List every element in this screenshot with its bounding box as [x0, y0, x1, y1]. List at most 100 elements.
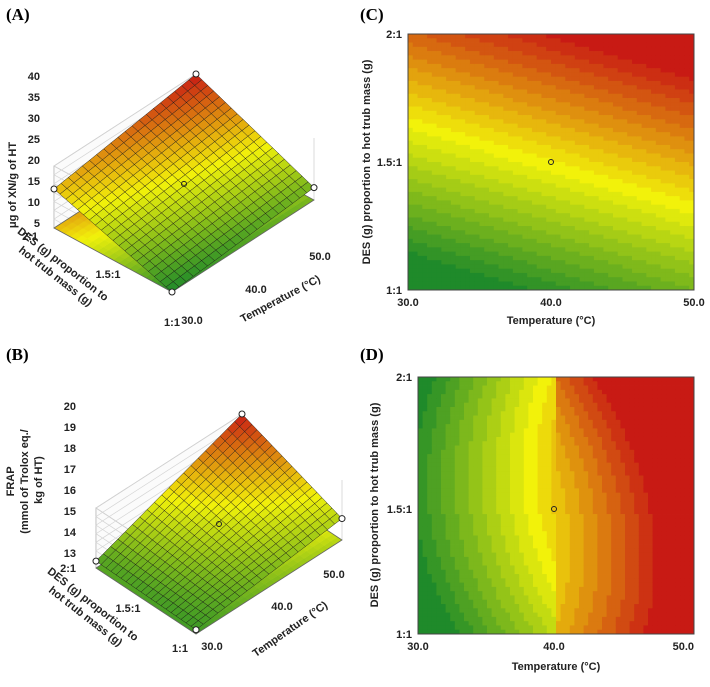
contour-cell	[561, 264, 566, 269]
contour-cell	[456, 256, 461, 261]
contour-cell	[618, 128, 623, 133]
contour-cell	[627, 111, 632, 116]
contour-cell	[603, 281, 608, 286]
contour-cell	[642, 124, 647, 129]
contour-cell	[651, 136, 656, 141]
contour-cell	[484, 136, 489, 141]
contour-cell	[546, 200, 551, 205]
contour-cell	[475, 111, 480, 116]
contour-cell	[580, 243, 585, 248]
contour-cell	[546, 230, 551, 235]
contour-cell	[503, 149, 508, 154]
contour-cell	[432, 72, 437, 77]
contour-cell	[646, 60, 651, 65]
contour-cell	[460, 205, 465, 210]
contour-cell	[656, 47, 661, 52]
contour-cell	[446, 38, 451, 43]
contour-cell	[513, 158, 518, 163]
contour-cell	[422, 60, 427, 65]
contour-cell	[494, 179, 499, 184]
contour-cell	[561, 51, 566, 56]
contour-cell	[632, 149, 637, 154]
contour-cell	[494, 111, 499, 116]
contour-cell	[460, 209, 465, 214]
contour-cell	[594, 124, 599, 129]
contour-cell	[541, 226, 546, 231]
contour-cell	[441, 94, 446, 99]
contour-cell	[451, 115, 456, 120]
contour-cell	[513, 247, 518, 252]
contour-cell	[456, 136, 461, 141]
contour-cell	[632, 162, 637, 167]
contour-cell	[456, 175, 461, 180]
contour-cell	[646, 200, 651, 205]
contour-cell	[618, 175, 623, 180]
contour-cell	[594, 128, 599, 133]
contour-cell	[623, 273, 628, 278]
contour-cell	[623, 136, 628, 141]
contour-cell	[608, 209, 613, 214]
contour-cell	[503, 141, 508, 146]
contour-cell	[508, 149, 513, 154]
contour-cell	[460, 72, 465, 77]
contour-cell	[422, 200, 427, 205]
contour-cell	[441, 213, 446, 218]
contour-cell	[589, 60, 594, 65]
contour-cell	[599, 200, 604, 205]
contour-cell	[465, 119, 470, 124]
contour-cell	[513, 273, 518, 278]
contour-cell	[580, 256, 585, 261]
contour-cell	[599, 196, 604, 201]
contour-cell	[408, 213, 413, 218]
contour-cell	[541, 51, 546, 56]
contour-cell	[494, 260, 499, 265]
contour-cell	[627, 98, 632, 103]
contour-cell	[632, 277, 637, 282]
contour-cell	[537, 205, 542, 210]
contour-cell	[418, 162, 423, 167]
contour-cell	[651, 166, 656, 171]
contour-cell	[427, 239, 432, 244]
contour-cell	[603, 64, 608, 69]
contour-cell	[489, 153, 494, 158]
contour-cell	[565, 153, 570, 158]
contour-cell	[437, 252, 442, 257]
contour-cell	[527, 43, 532, 48]
contour-cell	[565, 269, 570, 274]
contour-cell	[527, 89, 532, 94]
contour-cell	[418, 136, 423, 141]
contour-cell	[637, 269, 642, 274]
contour-cell	[418, 38, 423, 43]
contour-cell	[451, 230, 456, 235]
contour-cell	[484, 213, 489, 218]
contour-cell	[546, 132, 551, 137]
contour-cell	[580, 85, 585, 90]
contour-cell	[465, 252, 470, 257]
contour-cell	[546, 47, 551, 52]
contour-cell	[451, 192, 456, 197]
contour-cell	[470, 153, 475, 158]
contour-cell	[480, 277, 485, 282]
contour-cell	[503, 260, 508, 265]
contour-cell	[541, 230, 546, 235]
contour-cell	[584, 256, 589, 261]
contour-cell	[584, 111, 589, 116]
contour-cell	[532, 102, 537, 107]
contour-cell	[618, 192, 623, 197]
contour-cell	[580, 145, 585, 150]
contour-cell	[484, 183, 489, 188]
contour-cell	[599, 183, 604, 188]
contour-cell	[422, 213, 427, 218]
contour-cell	[451, 247, 456, 252]
contour-cell	[575, 230, 580, 235]
contour-cell	[656, 77, 661, 82]
contour-cell	[513, 162, 518, 167]
contour-cell	[561, 115, 566, 120]
contour-cell	[546, 124, 551, 129]
contour-cell	[522, 85, 527, 90]
contour-cell	[480, 128, 485, 133]
contour-cell	[532, 136, 537, 141]
contour-cell	[446, 153, 451, 158]
contour-cell	[451, 94, 456, 99]
contour-cell	[475, 141, 480, 146]
